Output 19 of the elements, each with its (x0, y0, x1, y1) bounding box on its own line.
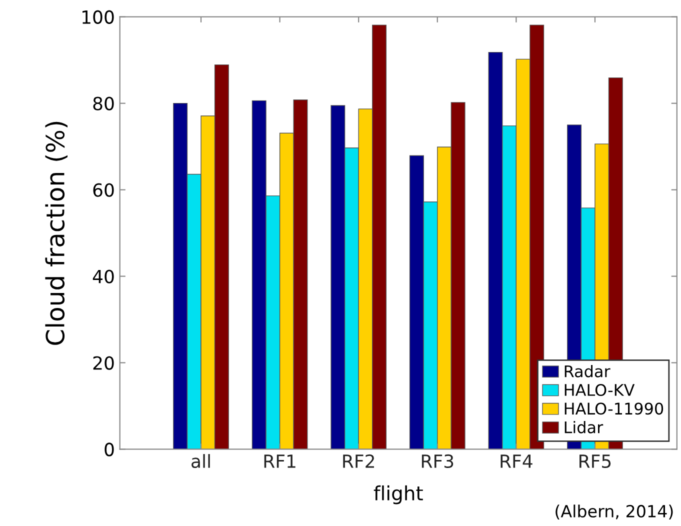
y-tick-label: 20 (93, 356, 114, 370)
x-tick-label: all (192, 454, 210, 468)
x-axis-title: flight (374, 485, 423, 504)
y-tick-label: 0 (104, 442, 114, 456)
y-tick-label: 80 (93, 96, 114, 110)
x-tick-label: RF3 (422, 454, 454, 468)
y-tick-label: 60 (93, 183, 114, 197)
y-tick-label: 100 (82, 10, 114, 24)
text: (Albern, 2014) (556, 504, 673, 520)
y-tick-label: 40 (92, 270, 114, 284)
x-tick-label: RF5 (580, 454, 611, 468)
legend-label: Radar (564, 365, 610, 378)
x-tick-label: RF4 (500, 454, 532, 468)
y-axis-title: Cloud fraction (%) (45, 122, 68, 345)
x-tick-label: RF1 (264, 454, 296, 468)
legend-label: Lidar (564, 420, 604, 434)
legend-label: HALO-11990 (564, 402, 664, 415)
legend-label: HALO-KV (564, 384, 635, 396)
x-tick-label: RF2 (343, 454, 374, 468)
